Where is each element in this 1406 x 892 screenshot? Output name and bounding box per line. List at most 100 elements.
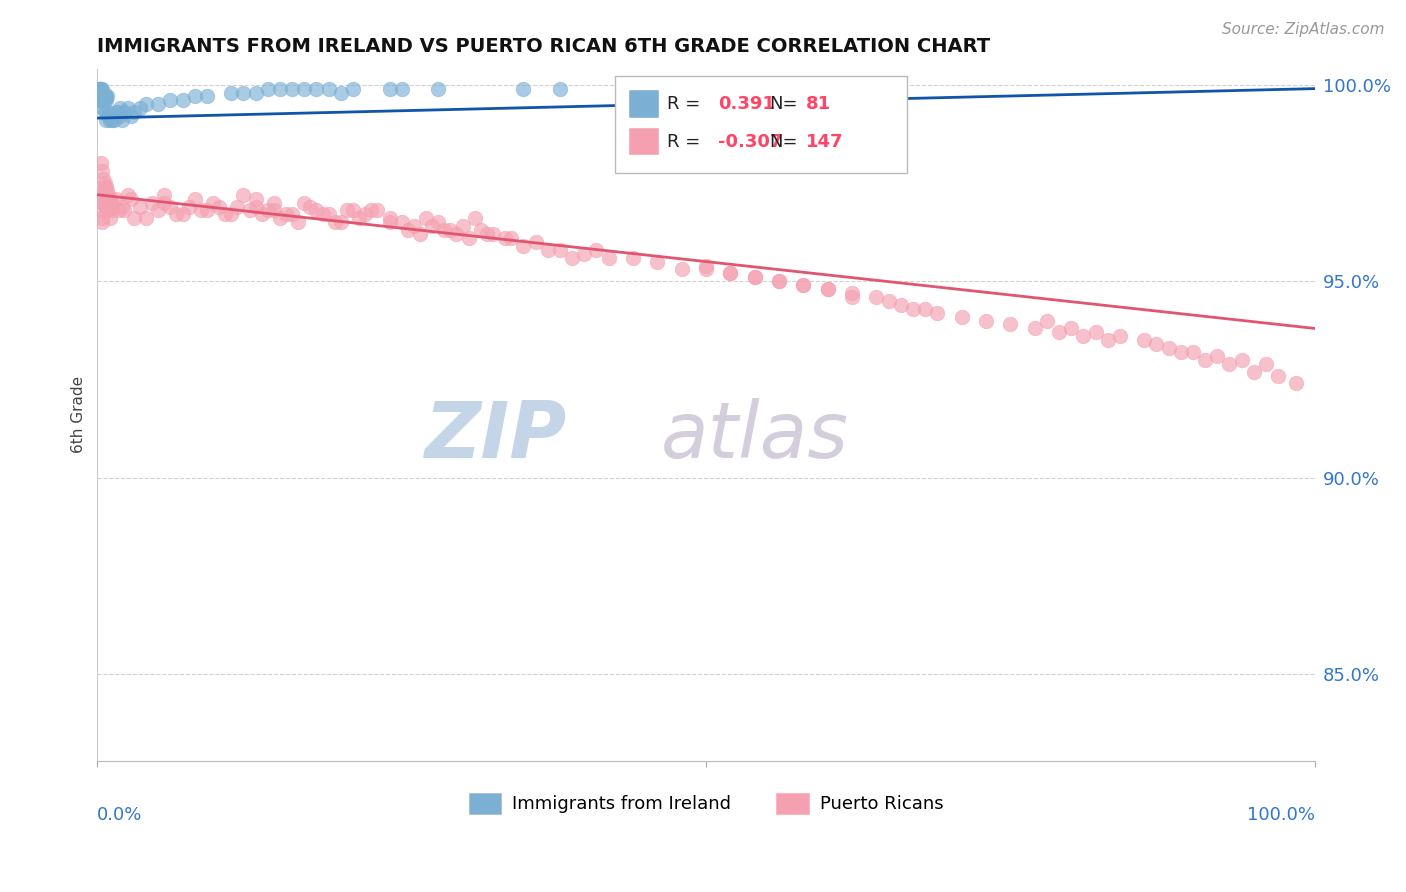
Point <box>93 101 115 115</box>
Point <box>718 266 741 280</box>
Point <box>104 105 127 120</box>
Text: 0.0%: 0.0% <box>97 805 143 824</box>
Point <box>93 89 115 103</box>
Point <box>93 94 115 108</box>
Point <box>94 94 117 108</box>
Point <box>318 81 340 95</box>
Point <box>1194 352 1216 367</box>
Point <box>90 86 112 100</box>
Point <box>415 211 437 226</box>
Point <box>97 187 120 202</box>
Point <box>195 89 218 103</box>
Point <box>93 172 115 186</box>
Point <box>98 211 121 226</box>
Point <box>89 81 111 95</box>
Point <box>90 86 112 100</box>
Point <box>91 86 114 100</box>
Point <box>91 89 114 103</box>
Point <box>93 105 115 120</box>
Point <box>817 282 839 296</box>
Point <box>329 86 352 100</box>
Point <box>112 105 135 120</box>
Point <box>950 310 973 324</box>
Point <box>1073 329 1095 343</box>
Point <box>159 94 181 108</box>
Point <box>93 89 115 103</box>
Point <box>90 187 112 202</box>
Point <box>89 89 111 103</box>
Point <box>494 231 516 245</box>
Point <box>1230 352 1253 367</box>
FancyBboxPatch shape <box>630 128 658 155</box>
Point <box>548 81 571 95</box>
Point <box>281 207 304 221</box>
Point <box>524 235 547 249</box>
Point <box>548 243 571 257</box>
Point <box>90 86 112 100</box>
Point <box>269 81 291 95</box>
Point <box>1097 333 1119 347</box>
Point <box>695 262 717 277</box>
Point <box>96 89 118 103</box>
Point <box>287 215 309 229</box>
Point <box>87 81 110 95</box>
Point <box>366 203 388 218</box>
Point <box>378 211 401 226</box>
Point <box>475 227 498 241</box>
Point <box>94 89 117 103</box>
Point <box>111 113 134 128</box>
Point <box>90 89 112 103</box>
Point <box>91 94 114 108</box>
Point <box>537 243 560 257</box>
Point <box>378 215 401 229</box>
Point <box>89 86 111 100</box>
Point <box>89 203 111 218</box>
Point <box>744 270 766 285</box>
Point <box>91 211 114 226</box>
Point <box>93 184 115 198</box>
Point <box>841 286 863 301</box>
Point <box>427 215 450 229</box>
Text: ZIP: ZIP <box>423 398 567 474</box>
Point <box>89 81 111 95</box>
Point <box>90 156 112 170</box>
Point <box>226 200 249 214</box>
Point <box>768 274 790 288</box>
Point <box>974 313 997 327</box>
Point <box>93 180 115 194</box>
Point <box>195 203 218 218</box>
Point <box>347 211 370 226</box>
Point <box>122 211 145 226</box>
Point <box>90 81 112 95</box>
Point <box>108 203 131 218</box>
Point <box>94 200 117 214</box>
Point <box>96 203 118 218</box>
Point <box>512 81 534 95</box>
Point <box>598 251 620 265</box>
Point <box>1181 345 1204 359</box>
Point <box>90 89 112 103</box>
Point <box>232 187 254 202</box>
Point <box>89 89 111 103</box>
Point <box>91 215 114 229</box>
Point <box>841 290 863 304</box>
Point <box>91 86 114 100</box>
Point <box>927 306 949 320</box>
Point <box>153 187 176 202</box>
Text: N=: N= <box>769 133 797 151</box>
Point <box>90 94 112 108</box>
Point <box>1218 357 1240 371</box>
Point <box>117 187 139 202</box>
Point <box>391 81 413 95</box>
Text: atlas: atlas <box>661 398 849 474</box>
Point <box>90 94 112 108</box>
Point <box>1133 333 1156 347</box>
Point <box>1170 345 1192 359</box>
Point <box>1024 321 1046 335</box>
Point <box>112 203 135 218</box>
Point <box>100 109 122 123</box>
Point <box>574 246 596 260</box>
Point <box>501 231 523 245</box>
Point <box>100 195 122 210</box>
Point <box>148 97 170 112</box>
